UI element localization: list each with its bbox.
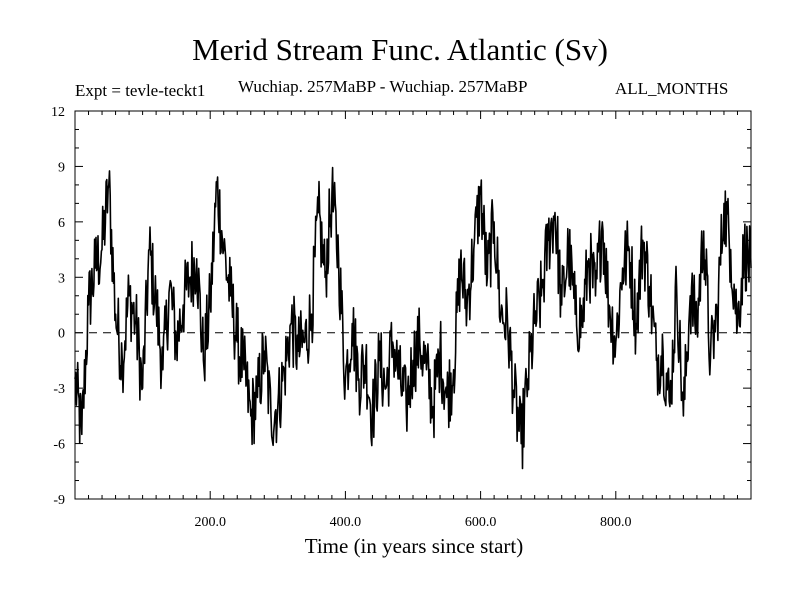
x-axis-label: Time (in years since start) bbox=[304, 534, 524, 558]
x-tick-label: 400.0 bbox=[330, 515, 362, 530]
x-tick-label: 200.0 bbox=[194, 515, 226, 530]
experiment-label: Expt = tevle-teckt1 bbox=[75, 81, 206, 100]
y-tick-label: 6 bbox=[58, 216, 65, 231]
y-tick-label: 9 bbox=[58, 160, 65, 175]
y-tick-label: -9 bbox=[53, 493, 65, 508]
months-label: ALL_MONTHS bbox=[615, 79, 729, 98]
y-tick-label: 12 bbox=[51, 105, 65, 120]
x-tick-label: 600.0 bbox=[465, 515, 497, 530]
y-tick-label: 0 bbox=[58, 327, 65, 342]
y-tick-label: 3 bbox=[58, 271, 65, 286]
series-line-amoc bbox=[74, 166, 752, 470]
y-tick-label: -3 bbox=[53, 382, 65, 397]
chart-title: Merid Stream Func. Atlantic (Sv) bbox=[192, 32, 608, 67]
y-tick-label: -6 bbox=[53, 438, 65, 453]
x-tick-label: 800.0 bbox=[600, 515, 632, 530]
period-label: Wuchiap. 257MaBP - Wuchiap. 257MaBP bbox=[238, 77, 528, 96]
